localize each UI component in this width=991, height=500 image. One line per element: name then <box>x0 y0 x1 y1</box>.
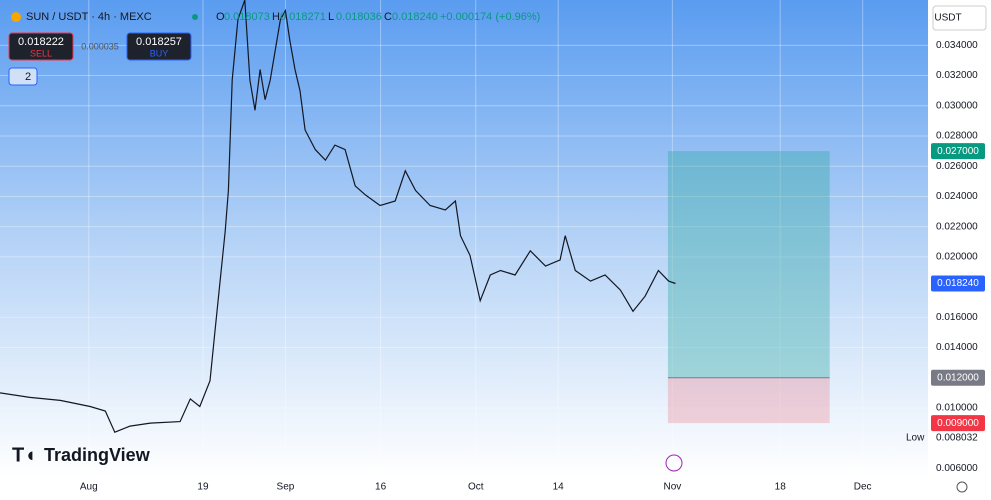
low-label: 0.008032 <box>936 432 978 443</box>
x-tick-label: 18 <box>775 482 787 493</box>
status-dot <box>192 14 198 20</box>
symbol[interactable]: SUN / USDT · 4h · MEXC <box>26 11 152 23</box>
symbol-icon <box>11 12 21 22</box>
ohlc-value: 0.018271 <box>280 11 326 23</box>
price-label-box <box>931 415 985 432</box>
y-tick-label: 0.028000 <box>936 131 978 142</box>
price-label: 0.018240 <box>937 278 979 289</box>
x-tick-label: 14 <box>553 482 565 493</box>
price-label-box <box>931 275 985 292</box>
sell-price[interactable]: 0.018222 <box>18 36 64 48</box>
x-tick-label: Dec <box>854 482 872 493</box>
profit-zone <box>667 151 830 378</box>
x-tick-label: Sep <box>277 482 295 493</box>
low-name: Low <box>906 432 925 443</box>
plot-background <box>0 0 928 476</box>
indicator-count[interactable]: 2 <box>25 71 31 83</box>
buy-button[interactable] <box>126 32 192 61</box>
price-line <box>0 0 676 433</box>
price-label-box <box>931 369 985 386</box>
ohlc-key: L <box>328 11 334 23</box>
x-tick-label: Oct <box>468 482 484 493</box>
ohlc-value: 0.018073 <box>224 11 270 23</box>
ohlc-key: C <box>384 11 392 23</box>
currency[interactable]: USDT <box>934 13 961 24</box>
brand-logo: T◖ <box>12 444 36 466</box>
ohlc-key: O <box>216 11 225 23</box>
currency-select[interactable] <box>932 5 987 31</box>
price-label-box <box>931 143 985 160</box>
price-label: 0.027000 <box>937 146 979 157</box>
change: +0.000174 (+0.96%) <box>440 11 540 23</box>
x-tick-label: Aug <box>80 482 98 493</box>
x-tick-label: 19 <box>197 482 209 493</box>
brand: TradingView <box>44 445 151 465</box>
loss-zone <box>667 377 830 424</box>
y-tick-label: 0.034000 <box>936 40 978 51</box>
buy-label[interactable]: BUY <box>150 48 169 58</box>
spread: 0.000035 <box>81 41 119 51</box>
ohlc-value: 0.018036 <box>336 11 382 23</box>
x-tick-label: 16 <box>375 482 387 493</box>
y-tick-label: 0.014000 <box>936 342 978 353</box>
indicator-toggle[interactable] <box>8 67 38 86</box>
ohlc-value: 0.018240 <box>392 11 438 23</box>
settings-icon[interactable] <box>956 481 968 493</box>
price-label: 0.012000 <box>937 372 979 383</box>
price-label: 0.009000 <box>937 418 979 429</box>
y-tick-label: 0.020000 <box>936 252 978 263</box>
event-icon[interactable] <box>665 454 683 472</box>
sell-button[interactable] <box>8 32 74 61</box>
y-tick-label: 0.022000 <box>936 221 978 232</box>
y-tick-label: 0.026000 <box>936 161 978 172</box>
x-tick-label: Nov <box>663 482 681 493</box>
y-tick-label: 0.032000 <box>936 70 978 81</box>
y-tick-label: 0.024000 <box>936 191 978 202</box>
time-scale <box>0 476 928 500</box>
y-tick-label: 0.010000 <box>936 403 978 414</box>
buy-price[interactable]: 0.018257 <box>136 36 182 48</box>
y-tick-label: 0.006000 <box>936 463 978 474</box>
sell-label[interactable]: SELL <box>30 48 52 58</box>
ohlc-key: H <box>272 11 280 23</box>
y-tick-label: 0.016000 <box>936 312 978 323</box>
y-tick-label: 0.030000 <box>936 100 978 111</box>
